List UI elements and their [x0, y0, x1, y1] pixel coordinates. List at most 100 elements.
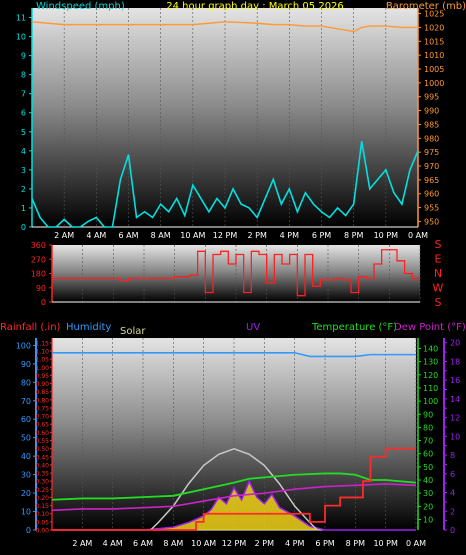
- x-tick-label: 0 AM: [408, 231, 428, 240]
- uv-tick-label: 12: [450, 414, 460, 423]
- direction-tick-label: 90: [36, 284, 46, 293]
- wind-tick-label: 2: [21, 185, 26, 194]
- x-tick-label: 12 PM: [222, 539, 247, 548]
- wind-tick-label: 8: [21, 71, 26, 80]
- x-tick-label: 8 PM: [346, 539, 365, 548]
- rain-tick-label: 0.40: [36, 462, 50, 469]
- percent-tick-label: 40: [21, 452, 31, 461]
- uv-tick-label: 8: [450, 451, 455, 460]
- baro-tick-label: 975: [424, 148, 439, 157]
- x-tick-label: 8 PM: [344, 231, 363, 240]
- baro-tick-label: 990: [424, 107, 439, 116]
- rain-tick-label: 0.60: [36, 430, 50, 437]
- x-tick-label: 6 PM: [312, 231, 331, 240]
- x-tick-label: 6 PM: [315, 539, 334, 548]
- x-tick-label: 10 PM: [374, 231, 399, 240]
- temperature-line: [51, 472, 417, 501]
- compass-label: S: [435, 238, 442, 251]
- percent-tick-label: 0: [26, 526, 31, 535]
- percent-tick-label: 90: [21, 360, 31, 369]
- temperature-tick-label: 30: [423, 489, 433, 498]
- temperature-tick-label: 10: [423, 515, 433, 524]
- rain-tick-label: 1.15: [36, 340, 50, 347]
- direction-tick-label: 180: [31, 270, 46, 279]
- temperature-tick-label: 60: [423, 450, 433, 459]
- dewpoint-line: [51, 483, 417, 512]
- x-tick-label: 2 PM: [255, 539, 274, 548]
- rain-tick-label: 0.50: [36, 446, 50, 453]
- temperature-tick-label: 20: [423, 502, 433, 511]
- x-tick-label: 10 AM: [180, 231, 205, 240]
- rain-tick-label: 0.15: [36, 503, 50, 510]
- wind-tick-label: 6: [21, 109, 26, 118]
- percent-tick-label: 30: [21, 471, 31, 480]
- temperature-tick-label: 140: [423, 345, 438, 354]
- temperature-tick-label: 120: [423, 371, 438, 380]
- direction-tick-label: 0: [41, 298, 46, 307]
- rain-tick-label: 1.10: [36, 349, 50, 356]
- rain-tick-label: 0.20: [36, 495, 50, 502]
- rain-tick-label: 0.65: [36, 422, 50, 429]
- grid-layer: [63, 8, 421, 530]
- uv-tick-label: 20: [450, 339, 460, 348]
- direction-tick-label: 270: [31, 255, 46, 264]
- wind-tick-label: 0: [21, 223, 26, 232]
- baro-tick-label: 980: [424, 134, 439, 143]
- wind-tick-label: 4: [21, 147, 26, 156]
- compass-label: S: [435, 296, 442, 309]
- baro-tick-label: 950: [424, 217, 439, 226]
- wind-tick-label: 11: [16, 14, 26, 23]
- baro-tick-label: 955: [424, 204, 439, 213]
- x-tick-label: 10 PM: [373, 539, 398, 548]
- legend-uv: UV: [246, 322, 260, 333]
- rain-tick-label: 0.70: [36, 414, 50, 421]
- x-tick-label: 2 AM: [54, 231, 74, 240]
- rain-tick-label: 0.35: [36, 471, 50, 478]
- temperature-tick-label: 40: [423, 476, 433, 485]
- wind-tick-label: 1: [21, 204, 26, 213]
- x-tick-label: 4 PM: [285, 539, 304, 548]
- rain-tick-label: 1.05: [36, 357, 50, 364]
- x-tick-label: 8 AM: [163, 539, 183, 548]
- legend-rainfall: Rainfall (.in): [0, 322, 61, 333]
- baro-tick-label: 1000: [424, 79, 444, 88]
- x-tick-label: 6 AM: [133, 539, 153, 548]
- rain-tick-label: 0.80: [36, 397, 50, 404]
- x-tick-label: 2 AM: [72, 539, 92, 548]
- temperature-tick-label: 80: [423, 423, 433, 432]
- x-tick-label: 12 PM: [213, 231, 238, 240]
- compass-label: N: [434, 267, 442, 280]
- uv-tick-label: 0: [450, 526, 455, 535]
- legend-humidity: Humidity: [66, 322, 111, 333]
- baro-tick-label: 965: [424, 176, 439, 185]
- uv-tick-label: 4: [450, 489, 455, 498]
- baro-tick-label: 960: [424, 190, 439, 199]
- temperature-tick-label: 100: [423, 397, 438, 406]
- rain-tick-label: 0.30: [36, 479, 50, 486]
- rain-tick-label: 1.00: [36, 365, 50, 372]
- temperature-tick-label: 70: [423, 437, 433, 446]
- rain-tick-label: 0.90: [36, 381, 50, 388]
- x-tick-label: 10 AM: [191, 539, 216, 548]
- legend-solar: Solar: [120, 326, 146, 337]
- x-tick-label: 4 AM: [86, 231, 106, 240]
- chart-title: 24 hour graph day : March 05 2026: [166, 1, 344, 12]
- temperature-tick-label: 50: [423, 463, 433, 472]
- temperature-tick-label: 110: [423, 384, 438, 393]
- wind-tick-label: 5: [21, 128, 26, 137]
- wind-tick-label: 3: [21, 166, 26, 175]
- compass-label: W: [433, 282, 444, 295]
- percent-tick-label: 50: [21, 434, 31, 443]
- baro-tick-label: 1025: [424, 10, 444, 19]
- uv-tick-label: 6: [450, 470, 455, 479]
- x-tick-label: 0 AM: [406, 539, 426, 548]
- rain-tick-label: 0.00: [36, 528, 50, 535]
- x-tick-label: 6 AM: [118, 231, 138, 240]
- uv-tick-label: 16: [450, 376, 460, 385]
- wind-tick-label: 10: [16, 33, 26, 42]
- x-tick-label: 2 PM: [247, 231, 266, 240]
- series-layer: [31, 21, 420, 531]
- uv-tick-label: 10: [450, 432, 460, 441]
- temperature-tick-label: 90: [423, 410, 433, 419]
